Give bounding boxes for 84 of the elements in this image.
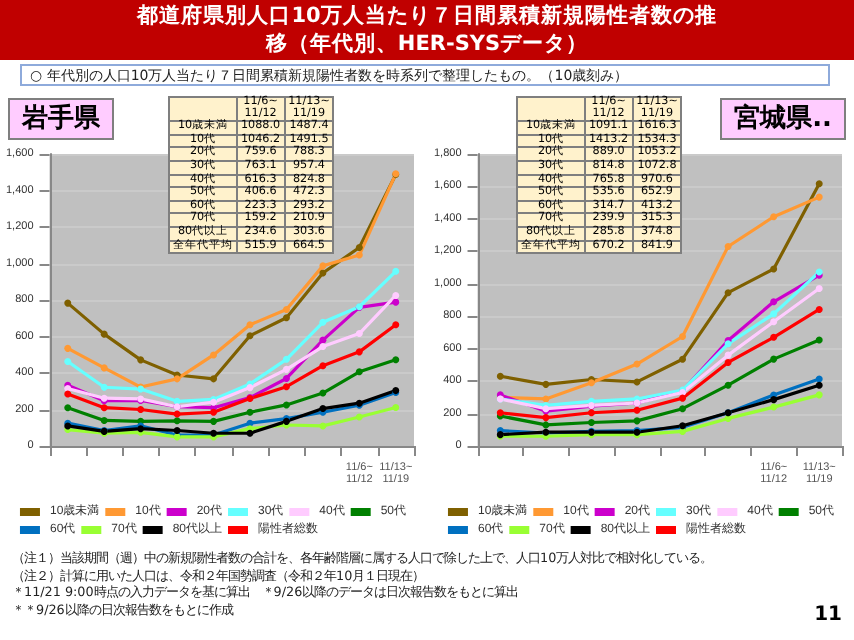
point (815, 305, 823, 313)
point (282, 383, 290, 391)
point (137, 356, 145, 364)
point (282, 374, 290, 382)
point (355, 348, 363, 356)
point (770, 318, 778, 326)
point (100, 416, 108, 424)
point (319, 318, 327, 326)
point (542, 380, 550, 388)
point (319, 262, 327, 270)
point (815, 285, 823, 293)
point (319, 422, 327, 430)
point (64, 358, 72, 365)
point (587, 418, 595, 426)
point (770, 265, 778, 273)
point (392, 291, 400, 299)
point (815, 375, 823, 383)
point (770, 403, 778, 411)
point (64, 344, 72, 352)
point (724, 414, 732, 422)
point (724, 358, 732, 366)
point (173, 426, 181, 434)
point (392, 267, 400, 275)
point (355, 330, 363, 338)
point (770, 355, 778, 363)
point (724, 242, 732, 250)
point (770, 396, 778, 404)
point (392, 321, 400, 329)
point (724, 289, 732, 297)
point (724, 381, 732, 389)
point (210, 351, 218, 359)
point (815, 391, 823, 399)
point (282, 305, 290, 313)
point (392, 298, 400, 306)
point (355, 413, 363, 421)
point (246, 408, 254, 416)
point (355, 368, 363, 376)
point (137, 406, 145, 413)
point (282, 401, 290, 409)
point (815, 336, 823, 344)
point (815, 180, 823, 188)
point (100, 404, 108, 412)
point (282, 365, 290, 373)
line-series (64, 321, 400, 418)
point (355, 251, 363, 259)
point (246, 321, 254, 329)
point (542, 421, 550, 429)
point (815, 193, 823, 201)
point (246, 332, 254, 340)
point (210, 375, 218, 383)
point (496, 372, 504, 380)
chart-title: 岩手県 (8, 98, 114, 140)
text: 都道府県別人口10万人当たり７日間累積新規陽性者数の推移（年代別、HER-SYSデータ） (134, 2, 719, 58)
point (542, 395, 550, 403)
point (282, 314, 290, 322)
point (355, 243, 363, 251)
point (679, 333, 687, 340)
text: 11 (814, 604, 842, 626)
point (64, 390, 72, 398)
point (392, 356, 400, 364)
point (319, 362, 327, 370)
point (724, 351, 732, 359)
point (679, 405, 687, 413)
point (633, 406, 641, 414)
point (770, 310, 778, 318)
point (587, 409, 595, 417)
point (210, 417, 218, 425)
point (100, 383, 108, 391)
point (319, 389, 327, 397)
point (100, 330, 108, 338)
point (64, 404, 72, 412)
point (770, 333, 778, 341)
point (679, 355, 687, 363)
point (392, 404, 400, 412)
point (815, 381, 823, 389)
chart-title: 宮城県.. (720, 98, 846, 140)
point (770, 213, 778, 221)
point (100, 364, 108, 372)
point (319, 343, 327, 351)
point (542, 414, 550, 422)
point (679, 394, 687, 402)
point (282, 355, 290, 363)
point (770, 298, 778, 306)
point (64, 299, 72, 307)
